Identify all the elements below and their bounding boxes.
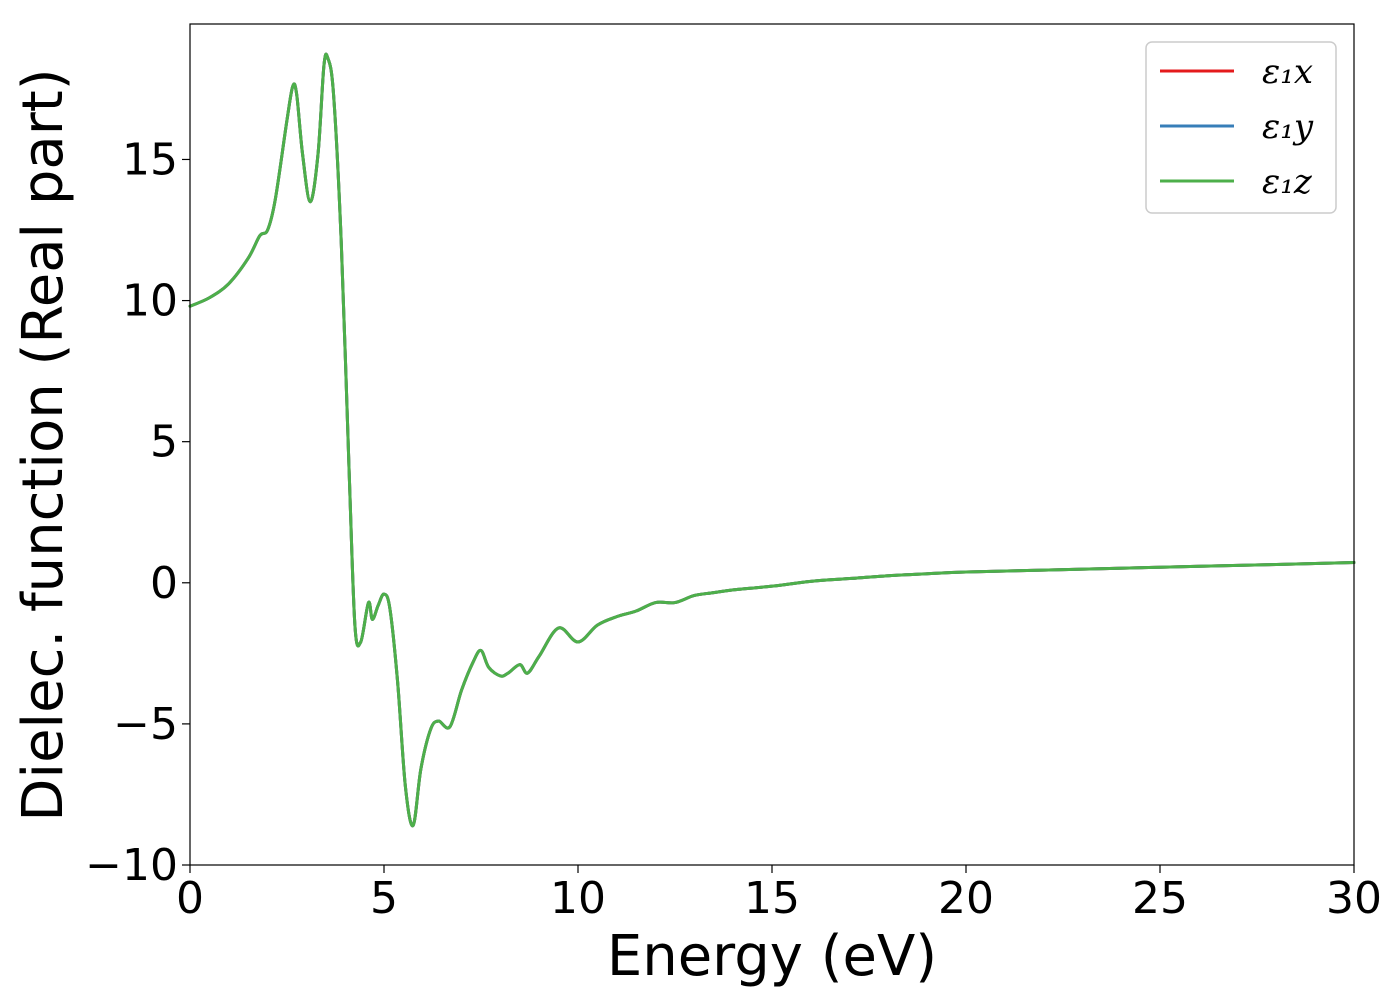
x-axis-ticks: 0 5 10 15 20 25 30 xyxy=(176,865,1382,924)
y-tick-label: 10 xyxy=(122,276,178,327)
series-layer xyxy=(188,52,1356,828)
legend-box xyxy=(1145,41,1337,214)
x-tick-label: 25 xyxy=(1132,873,1188,924)
legend-items: ε₁x ε₁y ε₁z xyxy=(1160,52,1314,202)
legend-label-1: ε₁x xyxy=(1262,52,1313,92)
series-line-3 xyxy=(188,52,1356,828)
y-tick-label: −10 xyxy=(85,840,178,891)
y-axis-title: Dielec. function (Real part) xyxy=(11,68,76,821)
y-tick-label: 15 xyxy=(122,134,178,185)
y-tick-label: 0 xyxy=(150,558,178,609)
y-tick-label: 5 xyxy=(150,417,178,468)
y-axis-ticks: −10 −5 0 5 10 15 xyxy=(85,134,190,891)
x-tick-label: 10 xyxy=(550,873,606,924)
legend-label-2: ε₁y xyxy=(1262,107,1314,147)
x-tick-label: 5 xyxy=(370,873,398,924)
x-axis-title: Energy (eV) xyxy=(607,924,937,989)
x-tick-label: 30 xyxy=(1326,873,1382,924)
legend: ε₁x ε₁y ε₁z xyxy=(1145,41,1337,214)
x-tick-label: 0 xyxy=(176,873,204,924)
x-tick-label: 15 xyxy=(744,873,800,924)
legend-label-3: ε₁z xyxy=(1262,162,1313,202)
y-tick-label: −5 xyxy=(113,699,178,750)
x-tick-label: 20 xyxy=(938,873,994,924)
